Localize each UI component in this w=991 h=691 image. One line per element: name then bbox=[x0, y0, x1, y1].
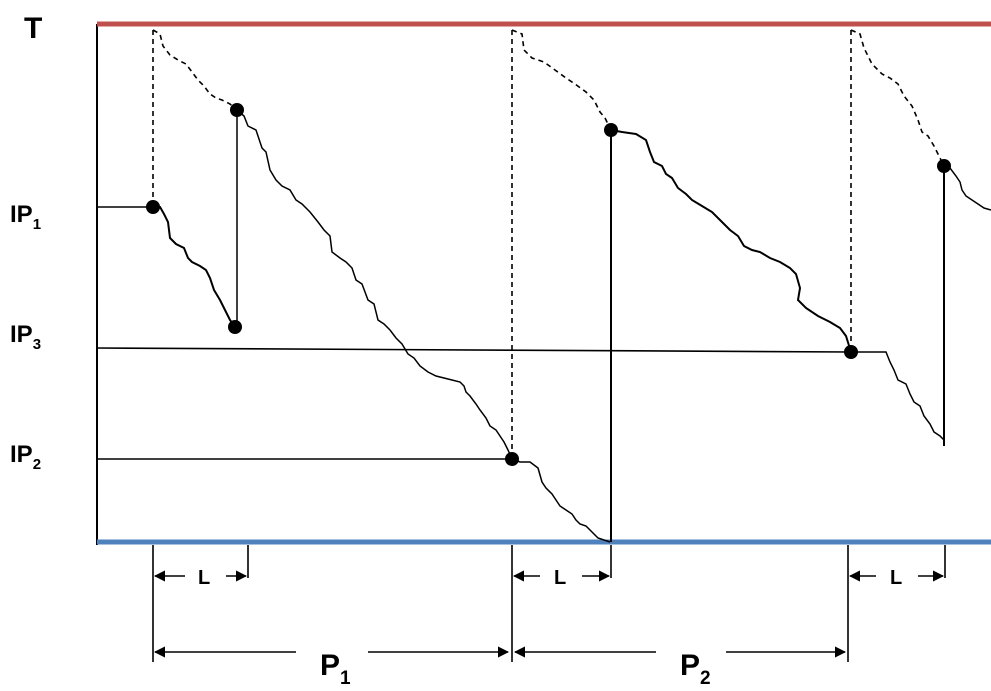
lead-time-label-2: L bbox=[554, 567, 566, 589]
ip2-label-sub: 2 bbox=[33, 456, 41, 473]
period-label-1: P1 bbox=[320, 649, 351, 689]
period-label-1-sub: 1 bbox=[340, 668, 351, 689]
arrival-low-dot-1 bbox=[228, 320, 242, 334]
lead-time-label-1: L bbox=[198, 567, 210, 589]
ip2-label: IP2 bbox=[10, 441, 41, 473]
period-label-2-main: P bbox=[680, 649, 700, 682]
inventory-position-dashed-1 bbox=[152, 29, 238, 111]
inventory-curve-2b bbox=[610, 129, 852, 353]
ip3-label-sub: 3 bbox=[33, 336, 41, 353]
reorder-point-dot-3 bbox=[844, 345, 858, 359]
period-label-1-main: P bbox=[320, 649, 340, 682]
inventory-curve-1b bbox=[236, 109, 513, 460]
ip3-level-line bbox=[96, 347, 852, 353]
ip2-label-main: IP bbox=[10, 441, 33, 468]
ip1-label-sub: 1 bbox=[33, 216, 41, 233]
lead-time-label-3: L bbox=[890, 567, 902, 589]
inventory-curve-1a bbox=[153, 206, 236, 328]
inventory-curve-3b bbox=[943, 165, 991, 211]
inventory-position-dashed-3 bbox=[850, 29, 945, 167]
arrival-dot-1 bbox=[230, 103, 244, 117]
ip3-label: IP3 bbox=[10, 321, 41, 353]
arrival-dot-3 bbox=[937, 159, 951, 173]
arrival-dot-2 bbox=[604, 123, 618, 137]
top-axis-label: T bbox=[24, 12, 42, 45]
reorder-point-dot-2 bbox=[505, 452, 519, 466]
period-label-2: P2 bbox=[680, 649, 711, 689]
inventory-position-dashed-2 bbox=[511, 29, 612, 131]
ip1-label: IP1 bbox=[10, 201, 41, 233]
ip3-label-main: IP bbox=[10, 321, 33, 348]
period-label-2-sub: 2 bbox=[700, 668, 711, 689]
reorder-point-dot-1 bbox=[146, 200, 160, 214]
ip1-label-main: IP bbox=[10, 201, 33, 228]
inventory-curve-2a bbox=[511, 458, 611, 543]
inventory-curve-3a bbox=[851, 351, 945, 441]
